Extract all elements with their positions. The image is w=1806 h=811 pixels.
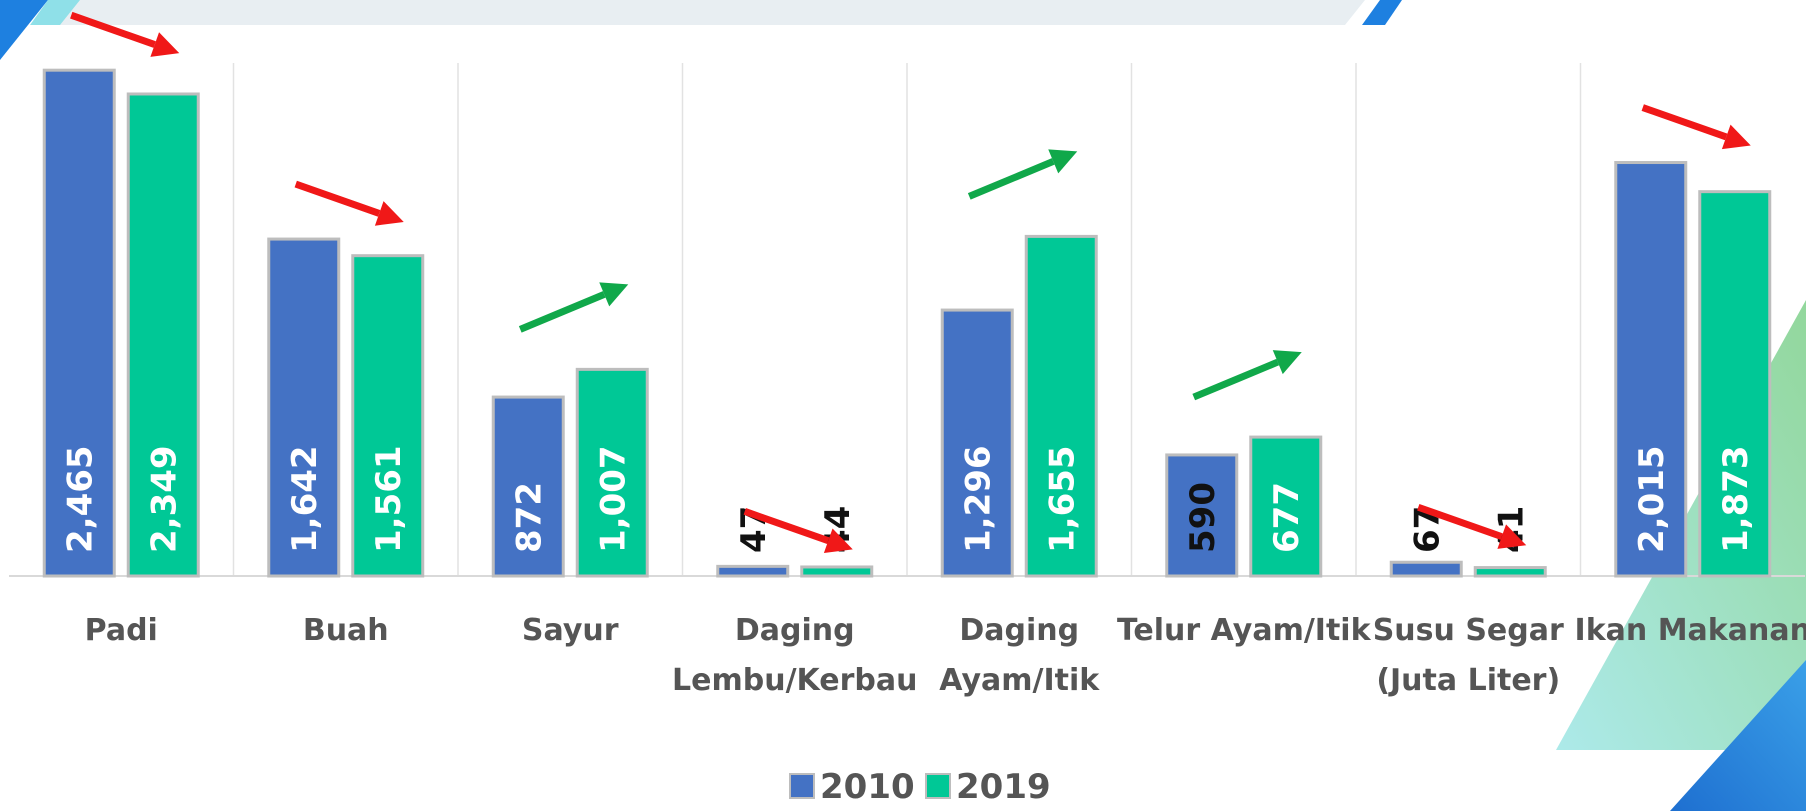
x-tick-label: Sayur — [522, 613, 619, 648]
trend-arrow — [70, 11, 156, 48]
bar — [351, 254, 425, 578]
x-tick-label: Daging Ayam/Itik — [939, 613, 1100, 698]
decor — [1362, 0, 1402, 25]
trend-arrow-head — [374, 201, 404, 226]
data-label: 872 — [509, 482, 549, 553]
bar — [1165, 453, 1239, 578]
bar — [575, 367, 649, 578]
data-label: 1,561 — [369, 445, 409, 553]
legend-swatch — [789, 773, 815, 799]
x-tick-label: Telur Ayam/Itik — [1117, 613, 1372, 648]
trend-arrow — [294, 180, 381, 217]
x-tick-label: Daging Lembu/Kerbau — [672, 613, 917, 698]
x-tick-label: Padi — [85, 613, 158, 648]
legend-label: 2019 — [956, 767, 1051, 807]
decor — [0, 0, 48, 60]
data-label: 1,007 — [593, 445, 633, 553]
bar — [1024, 234, 1098, 578]
bar — [1614, 161, 1688, 578]
bar — [42, 68, 116, 578]
decor — [1670, 660, 1806, 811]
bar — [940, 308, 1014, 578]
plot: Padi 2,465 2,349 Buah 1,642 1,561 Sayur 872 1,00… — [9, 11, 1806, 807]
trend-arrow-head — [1048, 149, 1078, 174]
trend-arrow — [518, 291, 606, 333]
x-tick-label: Ikan Makanan — [1575, 613, 1806, 648]
data-label: 590 — [1183, 482, 1223, 553]
bar — [1389, 560, 1463, 578]
decor — [60, 0, 1365, 25]
bar — [126, 92, 200, 578]
data-label: 1,296 — [958, 445, 998, 553]
bar — [800, 565, 874, 578]
trend-arrow-head — [150, 32, 180, 57]
legend-label: 2010 — [820, 767, 915, 807]
legend-swatch — [925, 773, 951, 799]
data-label: 2,015 — [1632, 445, 1672, 553]
data-label: 2,349 — [144, 445, 184, 553]
trend-arrow — [1641, 104, 1728, 141]
trend-arrow — [967, 158, 1055, 200]
bar — [1698, 190, 1772, 578]
bar — [1473, 566, 1547, 578]
trend-arrow — [1417, 503, 1503, 540]
bar — [716, 564, 790, 578]
trend-arrow-head — [823, 528, 853, 553]
data-label: 677 — [1267, 482, 1307, 553]
data-label: 2,465 — [60, 445, 100, 553]
trend-arrow-head — [1497, 524, 1527, 549]
trend-arrow-head — [1721, 124, 1751, 150]
bar — [1249, 435, 1323, 578]
trend-arrow-head — [1272, 350, 1302, 375]
trend-arrow — [743, 508, 830, 545]
trend-arrow — [1192, 358, 1280, 401]
data-label: 1,873 — [1716, 445, 1756, 553]
trend-arrow-head — [599, 282, 629, 307]
bar — [267, 237, 341, 578]
x-tick-label: Buah — [303, 613, 389, 648]
data-label: 1,655 — [1042, 445, 1082, 553]
data-label: 1,642 — [285, 445, 325, 553]
x-tick-label: Susu Segar (Juta Liter) — [1373, 613, 1564, 698]
bar — [491, 395, 565, 578]
